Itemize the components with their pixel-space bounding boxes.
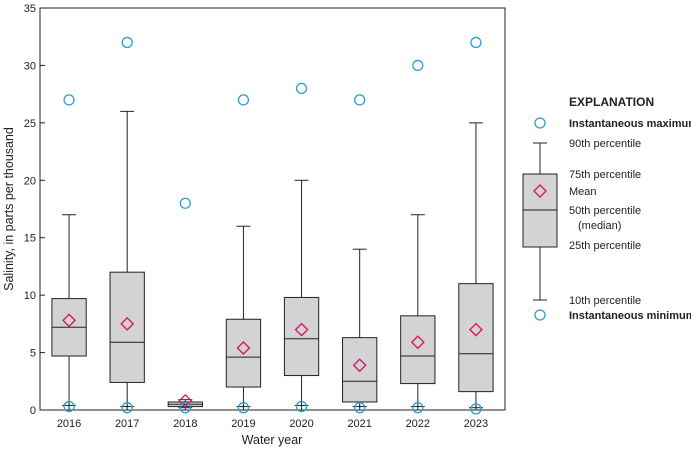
legend-median-label-2: (median) xyxy=(578,220,621,232)
x-tick-label: 2016 xyxy=(57,418,81,430)
box-iqr xyxy=(283,296,320,377)
y-axis: 0 5 10 15 20 25 30 35 xyxy=(24,3,45,417)
legend-max-marker xyxy=(534,117,546,129)
box-2021 xyxy=(342,94,378,414)
legend: EXPLANATION Instantaneous maximum 90th p… xyxy=(522,95,691,322)
min-marker xyxy=(121,402,133,414)
x-tick-label: 2021 xyxy=(347,418,371,430)
box-iqr xyxy=(109,271,145,383)
max-marker xyxy=(354,94,366,106)
y-axis-title: Salinity, in parts per thousand xyxy=(2,127,16,291)
box-iqr xyxy=(400,315,436,385)
min-marker xyxy=(412,402,424,414)
mean-marker xyxy=(178,393,193,408)
box-iqr xyxy=(458,283,494,393)
x-axis: 2016 2017 2018 2019 2020 2021 2022 2023 xyxy=(57,405,488,430)
max-marker xyxy=(63,94,75,106)
max-marker xyxy=(237,94,250,106)
legend-median-label-1: 50th percentile xyxy=(569,205,641,217)
box-2019 xyxy=(225,94,262,414)
max-marker xyxy=(470,36,482,49)
min-marker xyxy=(354,402,366,414)
plot-frame xyxy=(39,7,506,411)
mean-marker xyxy=(236,340,251,355)
y-tick-label: 5 xyxy=(30,348,36,360)
box-2018 xyxy=(167,197,203,414)
box-2016 xyxy=(51,94,87,413)
legend-p90-label: 90th percentile xyxy=(569,138,641,150)
max-marker xyxy=(179,197,191,209)
max-marker xyxy=(121,36,133,49)
y-tick-label: 30 xyxy=(24,60,36,72)
mean-marker xyxy=(120,316,135,331)
min-marker xyxy=(237,402,250,414)
y-tick-label: 10 xyxy=(24,290,36,302)
legend-p10-label: 10th percentile xyxy=(569,295,641,307)
legend-title: EXPLANATION xyxy=(569,95,654,109)
min-marker xyxy=(179,402,191,414)
y-tick-label: 15 xyxy=(24,233,36,245)
y-tick-label: 35 xyxy=(24,3,36,15)
y-tick-label: 20 xyxy=(24,175,36,187)
min-marker xyxy=(295,400,308,413)
legend-min-marker xyxy=(534,309,546,321)
legend-mean-label: Mean xyxy=(569,186,597,198)
mean-marker xyxy=(468,322,483,337)
legend-min-label: Instantaneous minimum xyxy=(569,310,691,322)
box-2020 xyxy=(283,82,320,413)
mean-marker xyxy=(62,313,77,328)
box-iqr xyxy=(342,337,378,403)
y-tick-label: 25 xyxy=(24,118,36,130)
box-2017 xyxy=(109,36,145,414)
mean-marker xyxy=(410,335,425,350)
box-2022 xyxy=(400,59,436,414)
x-tick-label: 2020 xyxy=(289,418,313,430)
x-axis-title: Water year xyxy=(242,433,303,447)
x-tick-label: 2017 xyxy=(115,418,139,430)
max-marker xyxy=(412,59,424,72)
x-tick-label: 2023 xyxy=(464,418,488,430)
min-marker xyxy=(63,400,75,413)
x-tick-label: 2022 xyxy=(406,418,430,430)
legend-mean-marker xyxy=(533,184,547,198)
box-2023 xyxy=(458,36,494,415)
mean-marker xyxy=(352,358,367,373)
x-tick-label: 2019 xyxy=(231,418,255,430)
legend-max-label: Instantaneous maximum xyxy=(569,118,691,130)
x-tick-label: 2018 xyxy=(173,418,197,430)
box-series xyxy=(51,36,494,415)
legend-p25-label: 25th percentile xyxy=(569,240,641,252)
legend-p75-label: 75th percentile xyxy=(569,169,641,181)
min-marker xyxy=(470,403,482,415)
max-marker xyxy=(295,82,308,95)
mean-marker xyxy=(294,322,309,337)
y-tick-label: 0 xyxy=(30,405,36,417)
